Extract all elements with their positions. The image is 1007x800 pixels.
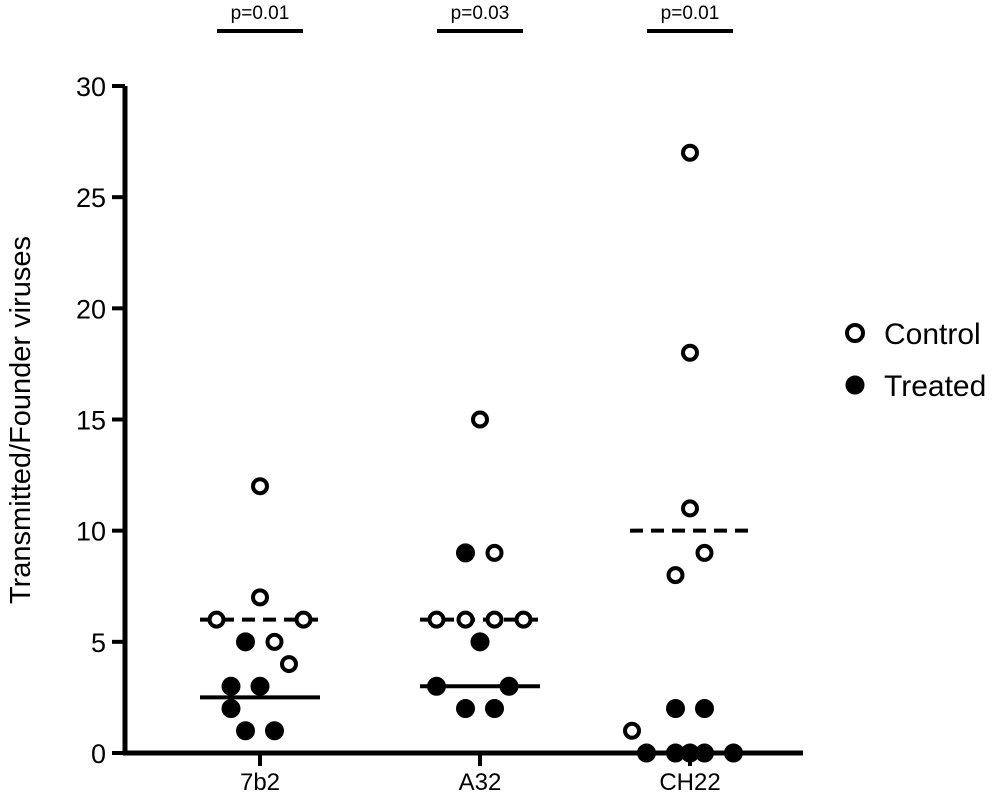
control-point — [251, 477, 269, 496]
treated-point — [456, 699, 475, 719]
treated-point — [637, 743, 656, 763]
treated-point — [666, 699, 685, 719]
control-point — [623, 721, 641, 740]
y-ticks: 0 5 10 15 20 25 30 — [76, 72, 125, 769]
treated-point — [724, 743, 743, 763]
x-category-label: CH22 — [659, 769, 720, 796]
y-tick-label: 5 — [91, 628, 106, 658]
legend-marker-control — [845, 323, 865, 343]
median-lines — [200, 528, 750, 700]
treated-point — [499, 676, 519, 696]
control-point — [265, 632, 284, 651]
treated-point — [680, 743, 700, 763]
legend-marker-treated — [845, 375, 865, 395]
control-point — [207, 610, 226, 629]
y-tick-label: 30 — [76, 72, 106, 102]
control-point — [485, 543, 504, 562]
legend-label-treated: Treated — [884, 370, 986, 403]
control-point — [681, 499, 699, 518]
p-value-text: p=0.01 — [231, 3, 290, 24]
treated-point — [250, 676, 270, 696]
control-point — [251, 588, 269, 607]
legend-label-control: Control — [884, 318, 981, 351]
treated-point — [695, 699, 714, 719]
y-axis-label: Transmitted/Founder viruses — [5, 236, 37, 604]
x-categories: 7b2 A32 CH22 — [240, 753, 721, 796]
treated-point — [470, 632, 490, 652]
p-value-text: p=0.03 — [451, 3, 510, 24]
treated-point — [221, 699, 241, 719]
control-point — [666, 566, 685, 585]
x-category-label: A32 — [459, 769, 502, 796]
control-point — [280, 655, 298, 674]
treated-point — [427, 676, 446, 696]
treated-point — [456, 543, 475, 563]
treated-point — [485, 699, 504, 719]
p-value-text: p=0.01 — [661, 3, 720, 24]
data-points — [207, 143, 743, 763]
y-tick-label: 10 — [76, 517, 106, 547]
control-point — [681, 143, 699, 162]
treated-point — [236, 632, 255, 652]
y-tick-label: 20 — [76, 294, 106, 324]
y-tick-label: 0 — [91, 739, 106, 769]
treated-point — [236, 721, 255, 741]
p-value-annotations: p=0.01 p=0.03 p=0.01 — [217, 3, 733, 33]
y-tick-label: 15 — [76, 406, 106, 436]
control-point — [456, 610, 475, 629]
control-point — [427, 610, 446, 629]
control-point — [471, 410, 489, 429]
control-point — [681, 343, 699, 362]
x-category-label: 7b2 — [240, 769, 280, 796]
control-point — [485, 610, 504, 629]
treated-point — [265, 721, 284, 741]
legend: Control Treated — [845, 318, 986, 403]
y-tick-label: 25 — [76, 183, 106, 213]
axes — [122, 86, 803, 756]
treated-point — [221, 676, 241, 696]
control-point — [695, 543, 714, 562]
control-point — [294, 610, 313, 629]
control-point — [514, 610, 533, 629]
